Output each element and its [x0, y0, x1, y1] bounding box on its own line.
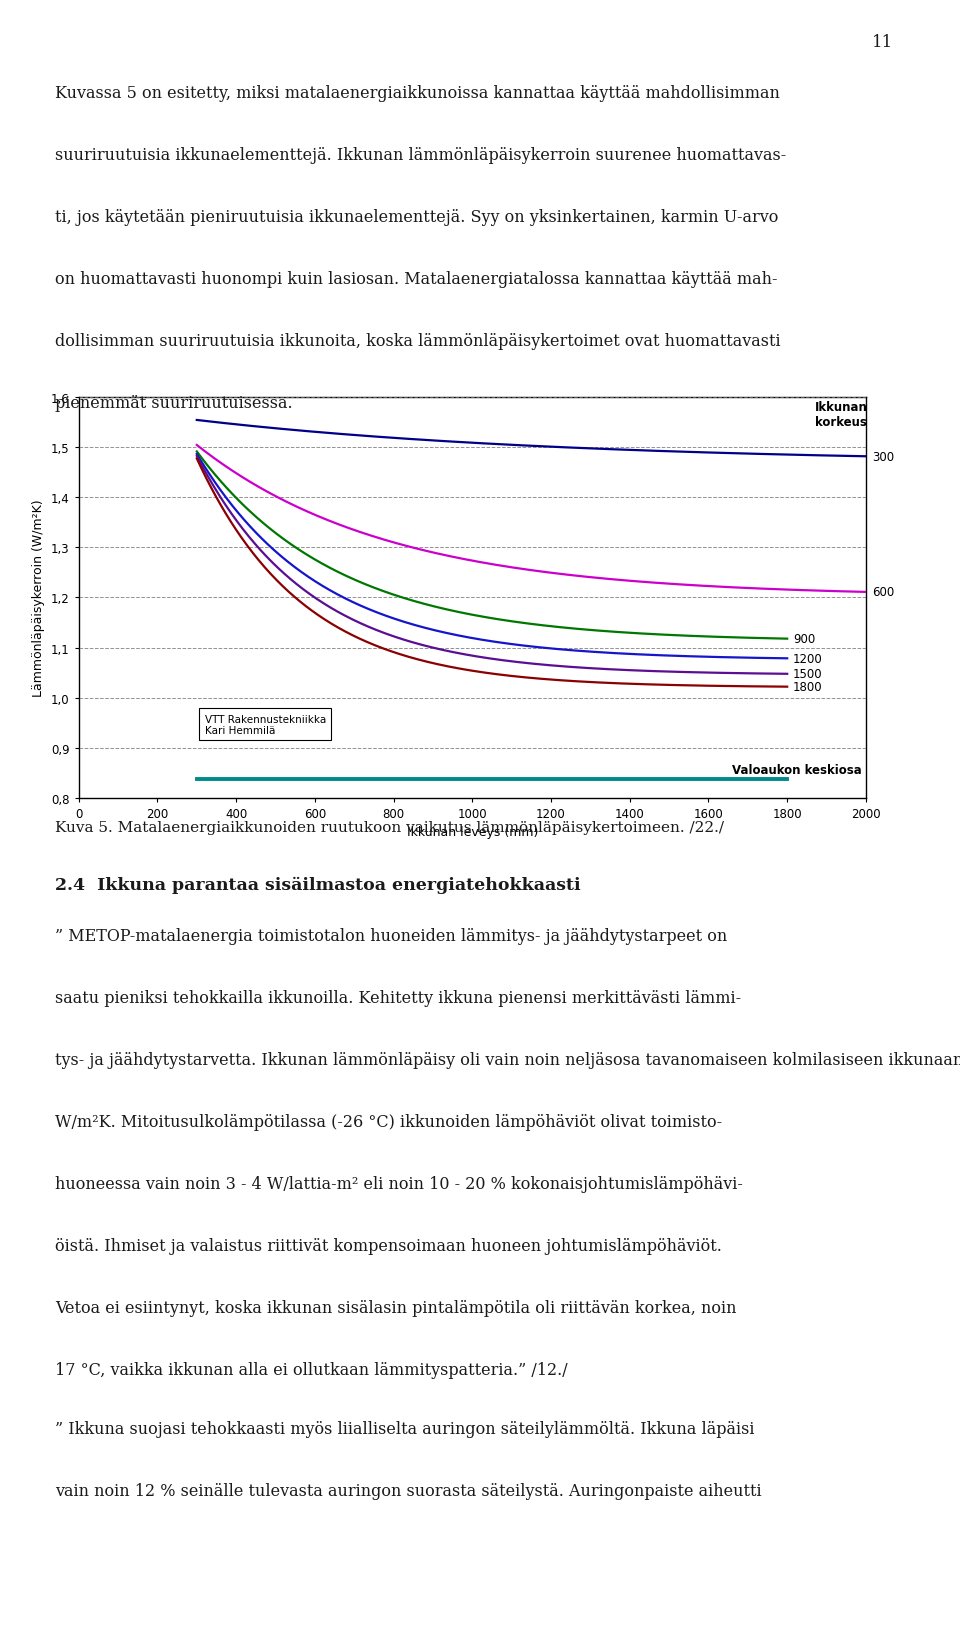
Text: Kuvassa 5 on esitetty, miksi matalaenergiaikkunoissa kannattaa käyttää mahdollis: Kuvassa 5 on esitetty, miksi matalaenerg…	[55, 85, 780, 101]
Text: ti, jos käytetään pieniruutuisia ikkunaelementtejä. Syy on yksinkertainen, karmi: ti, jos käytetään pieniruutuisia ikkunae…	[55, 209, 779, 225]
Text: dollisimman suuriruutuisia ikkunoita, koska lämmönläpäisykertoimet ovat huomatta: dollisimman suuriruutuisia ikkunoita, ko…	[55, 333, 780, 349]
Text: 2.4  Ikkuna parantaa sisäilmastoa energiatehokkaasti: 2.4 Ikkuna parantaa sisäilmastoa energia…	[55, 876, 581, 894]
Text: 600: 600	[872, 586, 894, 599]
Text: Kuva 5. Matalaenergiaikkunoiden ruutukoon vaikutus lämmönläpäisykertoimeen. /22.: Kuva 5. Matalaenergiaikkunoiden ruutukoo…	[55, 821, 724, 836]
Text: öistä. Ihmiset ja valaistus riittivät kompensoimaan huoneen johtumislämpöhäviöt.: öistä. Ihmiset ja valaistus riittivät ko…	[55, 1237, 722, 1253]
Text: ” Ikkuna suojasi tehokkaasti myös liialliselta auringon säteilylämmöltä. Ikkuna : ” Ikkuna suojasi tehokkaasti myös liiall…	[55, 1420, 755, 1436]
Text: suuriruutuisia ikkunaelementtejä. Ikkunan lämmönläpäisykerroin suurenee huomatta: suuriruutuisia ikkunaelementtejä. Ikkuna…	[55, 147, 786, 163]
Text: Ikkunan
korkeus: Ikkunan korkeus	[815, 401, 868, 429]
Text: ” METOP-matalaenergia toimistotalon huoneiden lämmitys- ja jäähdytystarpeet on: ” METOP-matalaenergia toimistotalon huon…	[55, 927, 727, 943]
X-axis label: Ikkunan leveys (mm): Ikkunan leveys (mm)	[407, 826, 538, 839]
Text: 1200: 1200	[793, 653, 823, 666]
Text: 1500: 1500	[793, 667, 823, 681]
Text: vain noin 12 % seinälle tulevasta auringon suorasta säteilystä. Auringonpaiste a: vain noin 12 % seinälle tulevasta auring…	[55, 1482, 761, 1498]
Y-axis label: Lämmönläpäisykerroin (W/m²K): Lämmönläpäisykerroin (W/m²K)	[33, 499, 45, 697]
Text: tys- ja jäähdytystarvetta. Ikkunan lämmönläpäisy oli vain noin neljäsosa tavanom: tys- ja jäähdytystarvetta. Ikkunan lämmö…	[55, 1051, 960, 1067]
Text: pienemmät suuriruutuisessa.: pienemmät suuriruutuisessa.	[55, 395, 293, 411]
Text: 11: 11	[872, 34, 893, 51]
Text: Vetoa ei esiintynyt, koska ikkunan sisälasin pintalämpötila oli riittävän korkea: Vetoa ei esiintynyt, koska ikkunan sisäl…	[55, 1299, 736, 1315]
Text: W/m²K. Mitoitusulkolämpötilassa (-26 °C) ikkunoiden lämpöhäviöt olivat toimisto-: W/m²K. Mitoitusulkolämpötilassa (-26 °C)…	[55, 1113, 722, 1129]
Text: 300: 300	[872, 450, 894, 463]
Text: Valoaukon keskiosa: Valoaukon keskiosa	[732, 764, 862, 777]
Text: 1800: 1800	[793, 681, 823, 694]
Text: 17 °C, vaikka ikkunan alla ei ollutkaan lämmityspatteria.” /12./: 17 °C, vaikka ikkunan alla ei ollutkaan …	[55, 1361, 567, 1377]
Text: on huomattavasti huonompi kuin lasiosan. Matalaenergiatalossa kannattaa käyttää : on huomattavasti huonompi kuin lasiosan.…	[55, 271, 778, 287]
Text: saatu pieniksi tehokkailla ikkunoilla. Kehitetty ikkuna pienensi merkittävästi l: saatu pieniksi tehokkailla ikkunoilla. K…	[55, 989, 741, 1005]
Text: VTT Rakennustekniikka
Kari Hemmilä: VTT Rakennustekniikka Kari Hemmilä	[204, 715, 326, 736]
Text: 900: 900	[793, 633, 815, 646]
Text: huoneessa vain noin 3 - 4 W/lattia-m² eli noin 10 - 20 % kokonaisjohtumislämpöhä: huoneessa vain noin 3 - 4 W/lattia-m² el…	[55, 1175, 743, 1191]
